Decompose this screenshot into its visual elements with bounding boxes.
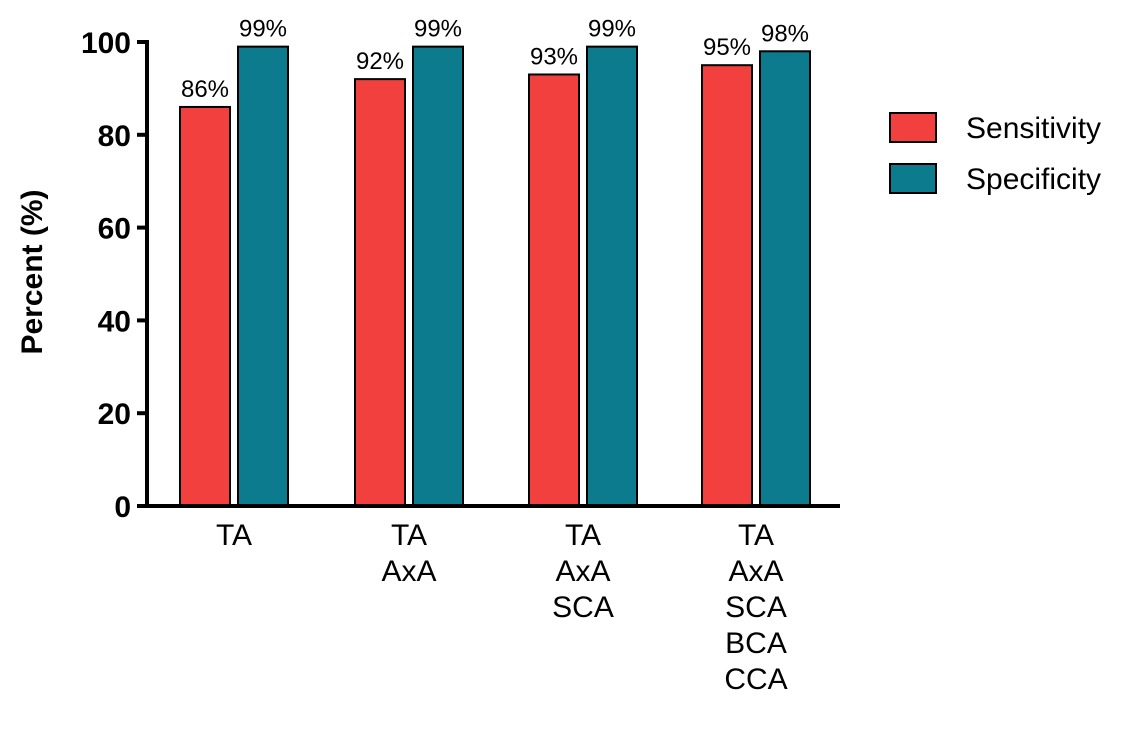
- legend-label-sensitivity: Sensitivity: [966, 112, 1101, 145]
- x-category-label-line: TA: [565, 519, 601, 552]
- x-category-label-1: TA: [216, 519, 252, 552]
- data-label-sensitivity-2: 92%: [356, 48, 404, 75]
- data-label-sensitivity-1: 86%: [181, 76, 229, 103]
- y-axis-title: Percent (%): [16, 189, 49, 354]
- data-label-sensitivity-3: 93%: [530, 43, 578, 70]
- legend-swatch-sensitivity: [889, 112, 937, 143]
- y-tick-label: 80: [98, 120, 131, 153]
- x-category-label-4: TA AxA SCA BCA CCA: [724, 519, 787, 696]
- x-category-label-line: BCA: [725, 627, 787, 660]
- x-category-label-2: TA AxA: [381, 519, 436, 588]
- bar-sensitivity-4: [701, 64, 753, 507]
- x-category-label-line: TA: [216, 519, 252, 552]
- legend-label-specificity: Specificity: [966, 163, 1101, 196]
- data-label-specificity-1: 99%: [239, 16, 287, 43]
- bar-specificity-1: [237, 45, 289, 507]
- x-category-label-line: CCA: [724, 663, 787, 696]
- x-category-label-line: SCA: [552, 591, 614, 624]
- x-category-label-line: TA: [738, 519, 774, 552]
- x-category-label-line: AxA: [728, 555, 783, 588]
- y-tick-label: 40: [98, 305, 131, 338]
- y-tick-label: 60: [98, 213, 131, 246]
- x-category-label-line: AxA: [381, 555, 436, 588]
- bar-specificity-3: [586, 45, 638, 507]
- x-category-label-line: AxA: [555, 555, 610, 588]
- bar-sensitivity-1: [179, 105, 231, 508]
- bar-sensitivity-2: [354, 78, 406, 508]
- bar-sensitivity-3: [528, 73, 580, 507]
- y-tick-label: 100: [81, 27, 131, 60]
- x-category-label-line: SCA: [725, 591, 787, 624]
- data-label-specificity-4: 98%: [761, 20, 809, 47]
- bar-specificity-4: [759, 50, 811, 507]
- legend-swatch-specificity: [889, 163, 937, 194]
- data-label-specificity-3: 99%: [588, 16, 636, 43]
- y-tick-label: 0: [114, 491, 131, 524]
- legend: Sensitivity Specificity: [889, 112, 1101, 196]
- bar-specificity-2: [412, 45, 464, 507]
- data-label-specificity-2: 99%: [414, 16, 462, 43]
- data-label-sensitivity-4: 95%: [703, 34, 751, 61]
- x-category-label-line: TA: [391, 519, 427, 552]
- x-category-label-3: TA AxA SCA: [552, 519, 614, 624]
- y-tick-label: 20: [98, 398, 131, 431]
